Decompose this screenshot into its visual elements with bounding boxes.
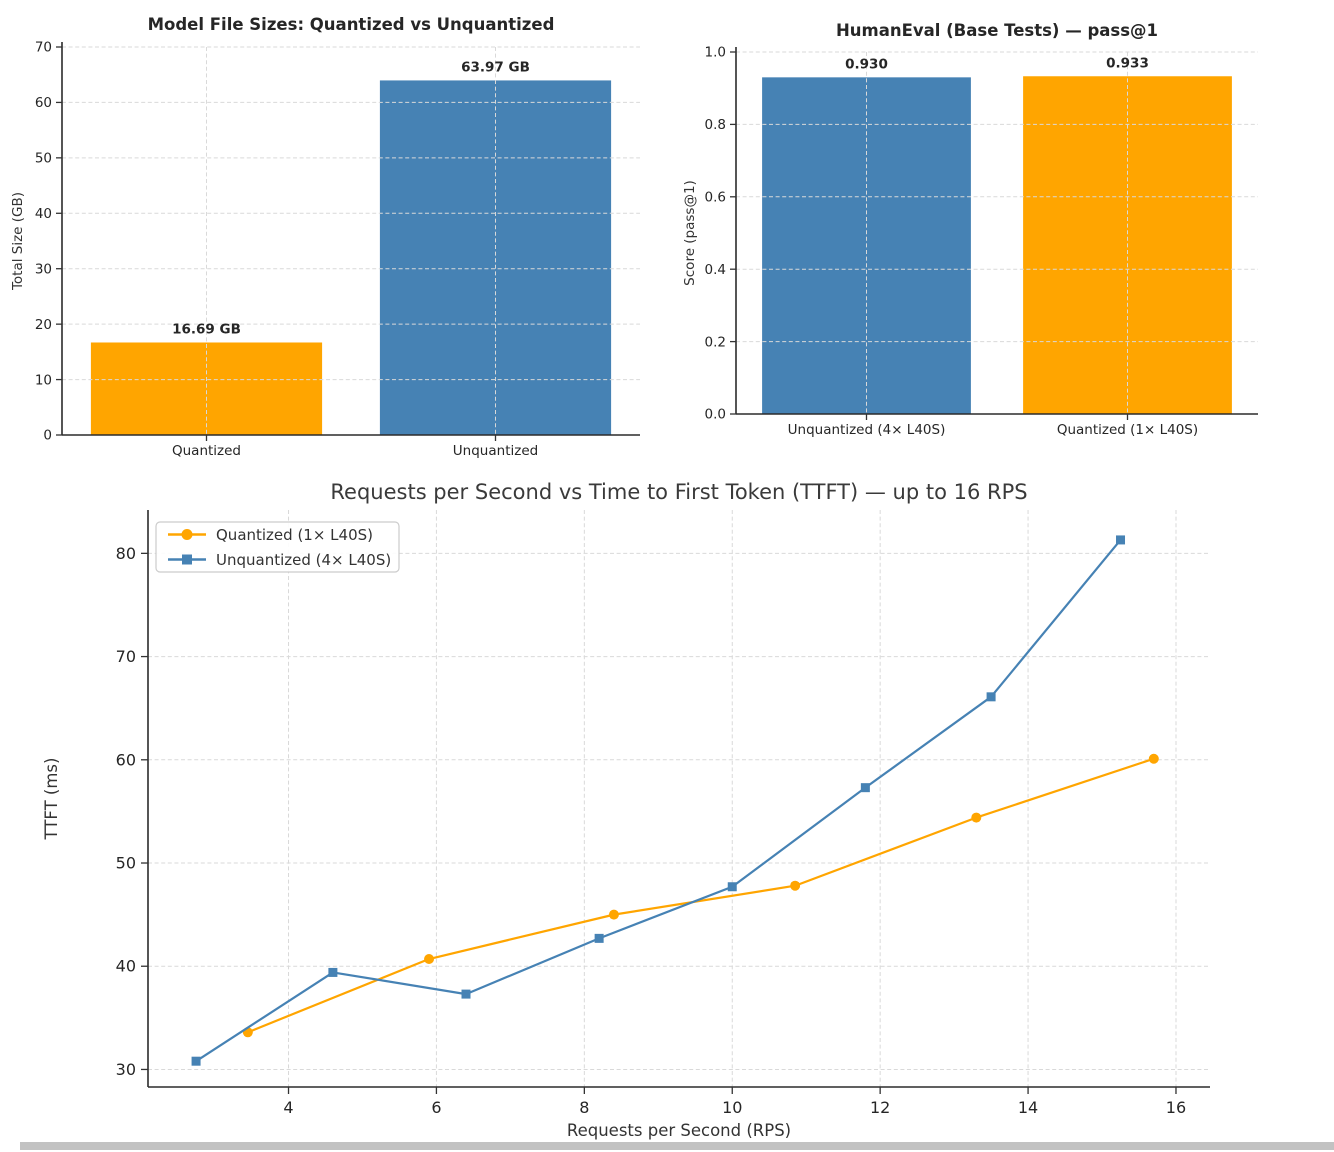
svg-text:0.4: 0.4 bbox=[705, 262, 726, 278]
chart-humaneval: HumanEval (Base Tests) — pass@1 0.00.20.… bbox=[660, 0, 1334, 470]
bar-value-label-1: 63.97 GB bbox=[461, 59, 530, 75]
svg-text:30: 30 bbox=[116, 1060, 136, 1079]
data-point-circle bbox=[790, 880, 801, 891]
svg-text:4: 4 bbox=[283, 1098, 293, 1117]
chart-file-sizes-svg: 0 10 20 30 40 50 60 70 Quantized Unquantized 16.69… bbox=[10, 15, 640, 459]
data-point-circle bbox=[1148, 753, 1159, 764]
svg-text:20: 20 bbox=[35, 317, 52, 333]
svg-text:40: 40 bbox=[116, 957, 136, 976]
svg-text:80: 80 bbox=[116, 544, 136, 563]
svg-text:16: 16 bbox=[1166, 1098, 1186, 1117]
horizontal-scrollbar[interactable] bbox=[20, 1142, 1334, 1150]
svg-text:8: 8 bbox=[579, 1098, 589, 1117]
data-point-square bbox=[860, 783, 870, 793]
legend-marker-circle bbox=[181, 529, 193, 540]
data-point-square bbox=[727, 882, 737, 892]
bar-value-label-0: 16.69 GB bbox=[172, 321, 241, 337]
data-point-square bbox=[1116, 535, 1126, 545]
chart-title: Requests per Second vs Time to First Tok… bbox=[330, 480, 1027, 504]
svg-text:6: 6 bbox=[431, 1098, 441, 1117]
svg-text:0.6: 0.6 bbox=[705, 190, 726, 206]
x-axis-label: Requests per Second (RPS) bbox=[567, 1121, 791, 1140]
data-point-circle bbox=[971, 812, 982, 823]
svg-text:10: 10 bbox=[35, 372, 52, 388]
series-line-1 bbox=[194, 538, 1122, 1063]
svg-text:30: 30 bbox=[35, 261, 52, 277]
legend: Quantized (1× L40S) Unquantized (4× L40S) bbox=[155, 521, 400, 573]
svg-text:70: 70 bbox=[116, 647, 136, 666]
bar-0 bbox=[90, 342, 323, 435]
data-point-circle bbox=[608, 909, 619, 920]
svg-text:50: 50 bbox=[35, 151, 52, 167]
svg-text:0.8: 0.8 bbox=[705, 117, 726, 133]
y-axis-label: Score (pass@1) bbox=[682, 180, 698, 286]
svg-text:14: 14 bbox=[1018, 1098, 1038, 1117]
data-point-square bbox=[594, 933, 604, 943]
y-axis-label: Total Size (GB) bbox=[10, 192, 26, 291]
category-label-1: Quantized (1× L40S) bbox=[1057, 422, 1198, 438]
series-line-0 bbox=[246, 757, 1155, 1034]
category-label-0: Unquantized (4× L40S) bbox=[788, 422, 946, 438]
svg-text:40: 40 bbox=[35, 206, 52, 222]
svg-text:0: 0 bbox=[43, 428, 52, 444]
svg-text:0.0: 0.0 bbox=[705, 407, 726, 423]
svg-text:12: 12 bbox=[870, 1098, 890, 1117]
bar-value-label-1: 0.933 bbox=[1106, 55, 1149, 71]
svg-text:1.0: 1.0 bbox=[705, 45, 726, 61]
svg-text:60: 60 bbox=[116, 750, 136, 769]
svg-text:0.2: 0.2 bbox=[705, 334, 726, 350]
legend-label-1: Unquantized (4× L40S) bbox=[216, 551, 391, 569]
data-point-circle bbox=[424, 954, 435, 965]
svg-text:60: 60 bbox=[35, 95, 52, 111]
chart-file-sizes: Model File Sizes: Quantized vs Unquantiz… bbox=[0, 0, 660, 470]
data-point-square bbox=[328, 967, 338, 977]
chart-ttft: Requests per Second vs Time to First Tok… bbox=[0, 470, 1334, 1152]
svg-text:70: 70 bbox=[35, 40, 52, 56]
bar-value-label-0: 0.930 bbox=[845, 56, 888, 72]
svg-text:10: 10 bbox=[722, 1098, 742, 1117]
legend-marker-square bbox=[182, 554, 192, 565]
data-point-square bbox=[986, 692, 996, 702]
svg-text:50: 50 bbox=[116, 854, 136, 873]
chart-ttft-svg: 30 40 50 60 70 80 4 6 8 10 12 14 16 Quantized (1× L40… bbox=[42, 480, 1210, 1140]
data-point-square bbox=[191, 1056, 201, 1066]
legend-label-0: Quantized (1× L40S) bbox=[216, 526, 373, 544]
chart-title: Model File Sizes: Quantized vs Unquantiz… bbox=[148, 15, 555, 34]
category-label-0: Quantized bbox=[172, 443, 241, 459]
category-label-1: Unquantized bbox=[453, 443, 538, 459]
y-axis-label: TTFT (ms) bbox=[42, 758, 61, 841]
chart-humaneval-svg: 0.0 0.2 0.4 0.6 0.8 1.0 Unquantized (4× L40S) Q… bbox=[682, 21, 1258, 438]
chart-title: HumanEval (Base Tests) — pass@1 bbox=[836, 21, 1158, 40]
data-point-square bbox=[461, 989, 471, 999]
